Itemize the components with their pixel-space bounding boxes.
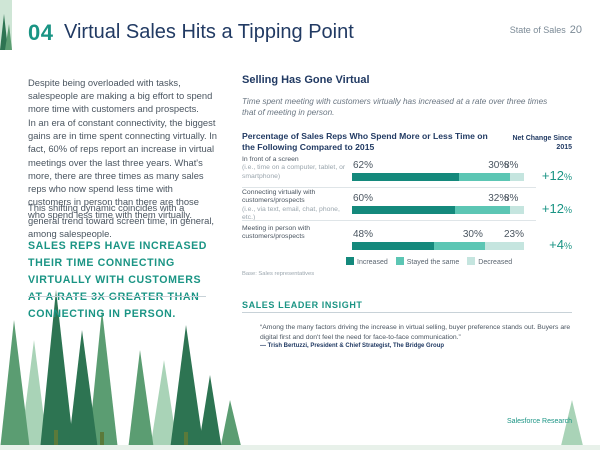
bar-segment-increased: [352, 206, 456, 214]
closing-paragraph: This shifting dynamic coincides with a g…: [28, 202, 215, 240]
insight-quote: “Among the many factors driving the incr…: [260, 324, 571, 341]
section-title: Selling Has Gone Virtual: [242, 74, 370, 86]
row-divider: [242, 220, 536, 221]
bar-segment-stayed-the-same: [433, 242, 485, 250]
bar-segment-decreased: [484, 242, 524, 250]
legend-swatch: [395, 257, 404, 265]
legend-label: Increased: [357, 259, 388, 266]
net-change-number: +4: [549, 237, 564, 252]
net-change-number: +12: [541, 168, 564, 183]
bar-segment-stayed-the-same: [455, 206, 511, 214]
stacked-bar: [352, 173, 524, 181]
divider: [28, 296, 206, 297]
page-number: 20: [569, 24, 582, 36]
legend-item: Decreased: [467, 257, 512, 266]
data-label: 30%: [462, 229, 483, 240]
page-title: Virtual Sales Hits a Tipping Point: [64, 21, 354, 43]
row-label-main: Meeting in person with customers/prospec…: [242, 225, 311, 241]
data-label: 23%: [504, 229, 525, 240]
row-label-main: Connecting virtually with customers/pros…: [242, 189, 316, 205]
data-label: 8%: [504, 193, 519, 204]
net-change-unit: %: [563, 241, 572, 251]
legend-item: Stayed the same: [395, 257, 460, 266]
bar-segment-decreased: [510, 206, 524, 214]
data-label: 60%: [353, 193, 374, 204]
report-name: State of Sales: [509, 25, 566, 35]
chart-source: Base: Sales representatives: [242, 271, 315, 277]
pull-quote-callout: Sales reps have increased their time con…: [28, 240, 208, 320]
quote-attribution: — Trish Bertuzzi, President & Chief Stra…: [260, 343, 445, 349]
legend-item: Increased: [346, 257, 388, 266]
row-label: Meeting in person with customers/prospec…: [242, 225, 352, 242]
row-label-sub: (i.e., via text, email, chat, phone, etc…: [242, 205, 340, 222]
data-label: 30%: [488, 160, 509, 171]
bar-segment-increased: [352, 242, 434, 250]
footer-brand: Salesforce Research: [507, 418, 572, 425]
legend-swatch: [346, 257, 354, 265]
row-divider: [242, 187, 536, 188]
divider: [242, 312, 572, 313]
data-label: 62%: [353, 160, 374, 171]
body-paragraph: In an era of constant connectivity, the …: [28, 117, 217, 221]
data-label: 8%: [504, 160, 519, 171]
bar-segment-stayed-the-same: [458, 173, 511, 181]
net-change-number: +12: [541, 201, 564, 216]
intro-paragraph: Despite being overloaded with tasks, sal…: [28, 77, 213, 115]
data-label: 48%: [353, 229, 374, 240]
net-change-value: +12%: [522, 168, 572, 183]
pine-trees-illustration: [0, 290, 600, 450]
bar-segment-decreased: [510, 173, 524, 181]
net-change-header: Net Change Since 2015: [512, 135, 572, 151]
legend-label: Stayed the same: [406, 259, 460, 266]
row-label-main: In front of a screen: [242, 156, 299, 163]
data-label: 32%: [488, 193, 509, 204]
chart-legend: Increased Stayed the same Decreased: [346, 257, 520, 266]
legend-label: Decreased: [478, 259, 513, 266]
bar-segment-increased: [352, 173, 459, 181]
row-label-sub: (i.e., time on a computer, tablet, or sm…: [242, 164, 346, 180]
section-number: 04: [28, 20, 54, 45]
report-label: State of Sales 20: [510, 24, 582, 36]
stacked-bar: [352, 206, 524, 214]
section-subtitle: Time spent meeting with customers virtua…: [242, 97, 548, 117]
legend-swatch: [467, 257, 476, 265]
row-label: Connecting virtually with customers/pros…: [242, 189, 352, 223]
net-change-unit: %: [563, 205, 572, 215]
net-change-value: +12%: [522, 201, 572, 216]
chart-title: Percentage of Sales Reps Who Spend More …: [242, 131, 488, 152]
net-change-unit: %: [563, 172, 572, 182]
net-change-value: +4%: [522, 237, 572, 252]
insight-heading: SALES LEADER INSIGHT: [242, 300, 363, 310]
row-label: In front of a screen (i.e., time on a com…: [242, 156, 352, 181]
corner-trees-icon: [0, 0, 12, 50]
stacked-bar: [352, 242, 524, 250]
